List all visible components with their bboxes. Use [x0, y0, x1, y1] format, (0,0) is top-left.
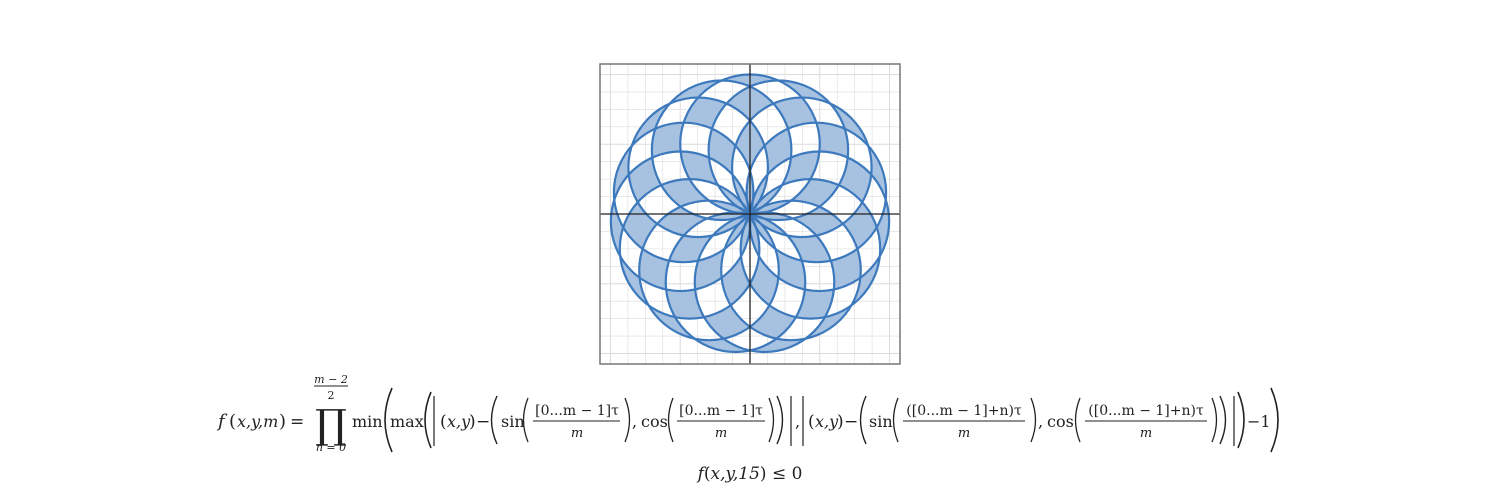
graph-frame: [599, 63, 901, 365]
paren: [1211, 397, 1218, 443]
rose-circle: [730, 96, 873, 239]
vector-close-paren: [1219, 395, 1227, 445]
inequality-args: x,y,15: [710, 464, 760, 484]
vector-close-paren: [776, 395, 784, 445]
rose-circle: [627, 96, 770, 239]
paren: (: [229, 411, 236, 432]
rose-circle: [707, 79, 850, 222]
rose-circle: [618, 178, 761, 320]
fraction-numerator: ([0...m − 1]+n)τ: [906, 403, 1022, 419]
fraction-denominator: m: [958, 426, 970, 441]
formula-lhs-fn: f: [216, 411, 228, 432]
paren: [624, 397, 631, 443]
prod-lower-bound: n = 0: [316, 441, 346, 454]
rose-circle: [693, 211, 836, 354]
rose-circle: [720, 199, 862, 342]
paren: [768, 397, 775, 443]
min-function: min: [352, 412, 383, 431]
sin-function: sin: [869, 412, 893, 431]
fraction-denominator: m: [571, 426, 583, 441]
paren: ): [279, 411, 286, 432]
paren: ): [469, 412, 476, 432]
paren: (: [808, 412, 815, 432]
product-symbol: ∏: [315, 402, 347, 448]
max-function: max: [390, 412, 424, 431]
minus-sign: −: [844, 412, 858, 432]
fraction-denominator: m: [1140, 426, 1152, 441]
fraction-numerator: ([0...m − 1]+n)τ: [1088, 403, 1204, 419]
inequality-op: ≤ 0: [771, 464, 803, 484]
vector-open-paren: [859, 395, 867, 445]
rose-circle: [650, 79, 793, 222]
minus-one: −1: [1247, 412, 1271, 431]
inequality-fn: f: [697, 464, 704, 484]
fraction-denominator: m: [715, 426, 727, 441]
rose-circle: [739, 178, 882, 320]
max-close-paren: [1237, 391, 1245, 449]
paren: [1074, 397, 1081, 443]
cos-function: cos: [1047, 412, 1074, 431]
axes: [600, 64, 900, 364]
graph-panel[interactable]: [599, 63, 901, 365]
rose-circle: [745, 121, 888, 264]
graph-canvas[interactable]: [599, 63, 901, 365]
fraction-numerator: [0...m − 1]τ: [679, 403, 763, 419]
minus-sign: −: [476, 412, 490, 432]
paren: [667, 397, 674, 443]
point-xy: x,y: [447, 412, 471, 431]
formula-lhs-args: x,y,m: [237, 412, 278, 431]
sin-function: sin: [501, 412, 525, 431]
prod-upper-denominator: 2: [328, 389, 335, 402]
paren: ): [837, 412, 844, 432]
min-close-paren: [1270, 387, 1279, 453]
max-open-paren: [424, 391, 432, 449]
prod-upper-numerator: m − 2: [314, 373, 348, 386]
paren: (: [440, 412, 447, 432]
rose-circle: [612, 121, 755, 264]
rose-circle: [638, 199, 780, 342]
formula-equals: =: [290, 412, 304, 432]
plotted-inequality: f(x,y,15) ≤ 0: [697, 464, 803, 484]
comma: ,: [795, 412, 800, 431]
min-open-paren: [384, 387, 393, 453]
vector-open-paren: [490, 395, 498, 445]
paren: [892, 397, 899, 443]
rose-circle: [664, 211, 807, 354]
formula-definition: f ( x,y,m ) = m − 2 2 ∏ n = 0 min max ( …: [216, 373, 1279, 454]
cos-function: cos: [641, 412, 668, 431]
paren: [522, 397, 529, 443]
paren: [1030, 397, 1037, 443]
comma: ,: [632, 412, 637, 431]
point-xy: x,y: [815, 412, 839, 431]
comma: ,: [1038, 412, 1043, 431]
fraction-numerator: [0...m − 1]τ: [535, 403, 619, 419]
